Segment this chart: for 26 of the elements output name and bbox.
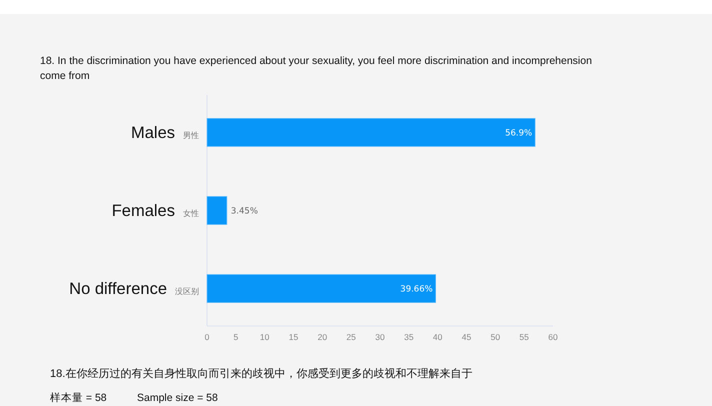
x-tick-label: 50 [490, 332, 500, 342]
chart-title: 18. In the discrimination you have experienced about your sexuality, you feel more discrimination and incomprehension come from [40, 55, 592, 82]
y-tick-label: Females 女性 [112, 202, 199, 220]
x-tick-label: 25 [346, 332, 356, 342]
x-tick-label: 40 [432, 332, 443, 342]
bar [206, 274, 436, 303]
text: 18.在你经历过的有关自身性取向而引来的歧视中，你感受到更多的歧视和不理解来自于 [50, 367, 472, 380]
x-tick-label: 30 [375, 332, 385, 342]
text: Sample size = 58 [137, 392, 218, 404]
bar [206, 196, 228, 225]
data-label: 56.9% [505, 128, 532, 138]
x-tick-label: 0 [204, 332, 210, 342]
x-tick-label: 5 [233, 332, 238, 342]
data-label: 39.66% [400, 284, 433, 295]
data-label: 3.45% [230, 206, 258, 216]
x-tick-label: 15 [288, 332, 298, 342]
y-tick-label: Males 男性 [130, 124, 199, 142]
x-tick-label: 45 [462, 332, 472, 342]
x-tick-label: 35 [404, 332, 414, 342]
x-tick-label: 20 [318, 332, 328, 342]
x-tick-label: 60 [548, 332, 558, 342]
x-tick-label: 10 [260, 332, 270, 342]
text: 样本量 = 58 [50, 391, 107, 404]
y-tick-label: No difference 没区别 [69, 280, 199, 298]
bar [206, 118, 536, 147]
x-tick-label: 55 [519, 332, 530, 342]
